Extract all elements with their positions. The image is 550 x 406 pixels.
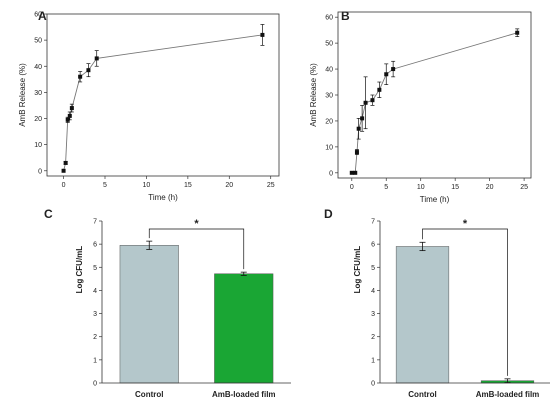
panel-b-data-point <box>384 72 389 77</box>
panel-c-y-tick-label: 2 <box>93 334 97 341</box>
panel-a-data-point <box>67 113 72 118</box>
panel-b-x-tick-label: 0 <box>350 184 354 191</box>
panel-c-y-tick-label: 1 <box>93 357 97 364</box>
panel-b-data-point <box>363 100 368 105</box>
panel-a-y-tick-label: 50 <box>34 38 42 45</box>
panel-a-x-tick-label: 0 <box>62 182 66 189</box>
panel-d-y-tick-label: 0 <box>371 381 375 388</box>
panel-a-y-tick-label: 0 <box>38 168 42 175</box>
panel-a-data-point <box>61 168 66 173</box>
panel-a-data-point <box>65 117 70 122</box>
panel-b-x-tick-label: 5 <box>384 184 388 191</box>
panel-c-y-axis-label: Log CFU/mL <box>75 246 84 294</box>
panel-b-y-tick-label: 40 <box>325 67 333 74</box>
panel-b-data-point <box>353 170 358 175</box>
panel-a-x-axis-label: Time (h) <box>148 193 178 202</box>
panel-b-y-tick-label: 10 <box>325 144 333 151</box>
panel-d-y-tick-label: 5 <box>371 265 375 272</box>
panel-b-x-tick-label: 20 <box>486 184 494 191</box>
panel-d-y-tick-label: 3 <box>371 311 375 318</box>
panel-b-y-tick-label: 20 <box>325 118 333 125</box>
panel-d-y-tick-label: 1 <box>371 357 375 364</box>
panel-a-x-tick-label: 10 <box>143 182 151 189</box>
panel-d-significance-marker: * <box>463 218 468 230</box>
panel-c-y-tick-label: 0 <box>93 381 97 388</box>
panel-c-category-label: Control <box>135 390 163 399</box>
panel-c-y-tick-label: 3 <box>93 311 97 318</box>
panel-d-category-label: Control <box>408 390 436 399</box>
panel-b-letter: B <box>341 9 350 23</box>
panel-b-series-line <box>351 32 518 174</box>
panel-b-y-axis-label: AmB Release (%) <box>309 63 318 127</box>
panel-a-y-axis-label: AmB Release (%) <box>18 63 27 127</box>
panel-b-data-point <box>360 116 365 121</box>
panel-a-y-tick-label: 60 <box>34 12 42 19</box>
panel-d-y-tick-label: 4 <box>371 288 375 295</box>
panel-b-y-tick-label: 60 <box>325 15 333 22</box>
panel-a-x-tick-label: 15 <box>184 182 192 189</box>
panel-b-data-point <box>515 30 520 35</box>
panel-b-x-tick-label: 10 <box>417 184 425 191</box>
panel-b-y-tick-label: 30 <box>325 93 333 100</box>
panel-c-bar-amb-film <box>214 273 274 384</box>
panel-b-data-point <box>370 98 375 103</box>
panel-b-x-tick-label: 25 <box>520 184 528 191</box>
panel-d-y-tick-label: 6 <box>371 242 375 249</box>
panel-a-x-tick-label: 20 <box>225 182 233 189</box>
panel-a-data-point <box>63 160 68 165</box>
panel-c: C Control AmB-loaded film 0 1 2 3 4 5 6 7 Log CFU/m… <box>44 207 291 399</box>
panel-b-y-tick-label: 0 <box>329 170 333 177</box>
panel-c-y-tick-label: 6 <box>93 242 97 249</box>
panel-a-y-tick-label: 30 <box>34 90 42 97</box>
panel-a-x-tick-label: 5 <box>103 182 107 189</box>
panel-b-x-axis-label: Time (h) <box>420 195 450 204</box>
panel-a-data-point <box>260 32 265 37</box>
panel-a-data-point <box>86 68 91 73</box>
panel-d-y-tick-label: 7 <box>371 219 375 226</box>
panel-d-bar-control <box>395 246 450 384</box>
panel-c-letter: C <box>44 207 53 221</box>
panel-c-y-tick-label: 7 <box>93 219 97 226</box>
panel-a: A 0 5 10 15 20 25 0 10 20 30 40 50 60 Time (h) AmB Rele… <box>18 9 280 202</box>
panel-d-y-axis-label: Log CFU/mL <box>353 246 362 294</box>
panel-b-data-point <box>391 67 396 72</box>
panel-a-series-line <box>63 34 263 171</box>
panel-c-category-label: AmB-loaded film <box>212 390 276 399</box>
panel-a-frame <box>46 13 280 177</box>
panel-b-y-tick-label: 50 <box>325 41 333 48</box>
panel-a-data-point <box>78 74 83 79</box>
panel-b-data-point <box>354 150 359 155</box>
panel-b-data-point <box>356 126 361 131</box>
panel-a-letter: A <box>38 9 47 23</box>
panel-a-x-tick-label: 25 <box>267 182 275 189</box>
panel-a-data-point <box>94 56 99 61</box>
panel-c-bar-control <box>119 245 179 384</box>
panel-a-y-tick-label: 40 <box>34 64 42 71</box>
panel-d-y-tick-label: 2 <box>371 334 375 341</box>
panel-a-y-tick-label: 10 <box>34 142 42 149</box>
panel-a-y-tick-label: 20 <box>34 116 42 123</box>
panel-c-significance-marker: * <box>194 218 199 230</box>
panel-b-data-point <box>349 170 354 175</box>
panel-d-letter: D <box>324 207 333 221</box>
panel-c-y-tick-label: 5 <box>93 265 97 272</box>
panel-d-significance-bracket <box>422 228 508 376</box>
panel-b: B 0 5 10 15 20 25 0 10 20 30 40 50 60 Time (h) AmB Rele… <box>309 9 532 204</box>
panel-d: D Control AmB-loaded film 0 1 2 3 4 5 6 7 Log CFU/m… <box>324 207 550 399</box>
panel-d-category-label: AmB-loaded film <box>476 390 540 399</box>
panel-c-significance-bracket <box>148 228 245 270</box>
panel-b-x-tick-label: 15 <box>451 184 459 191</box>
panel-c-y-tick-label: 4 <box>93 288 97 295</box>
panel-b-data-point <box>377 87 382 92</box>
panel-a-data-point <box>69 106 74 111</box>
